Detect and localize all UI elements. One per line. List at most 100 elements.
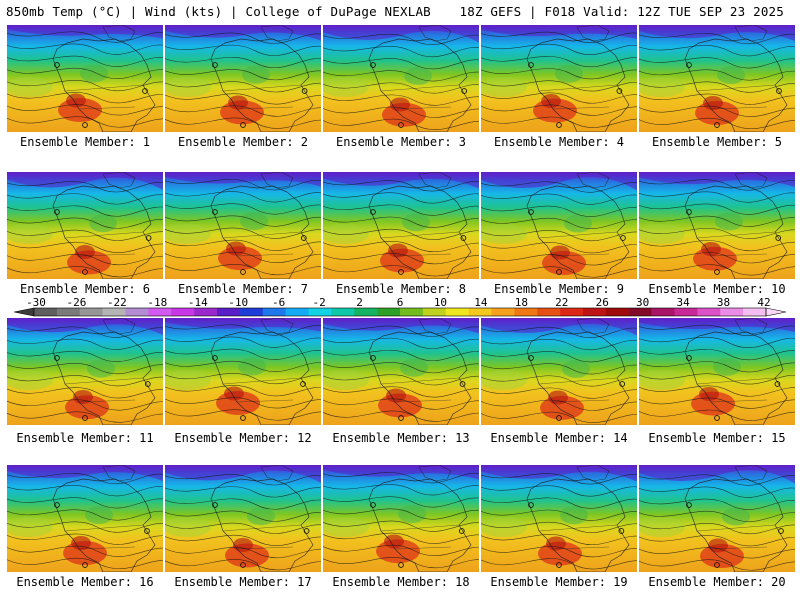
colorbar-tick-label: 38 <box>717 296 730 309</box>
temperature-map <box>7 465 163 572</box>
ensemble-panel <box>639 465 795 572</box>
colorbar-swatch <box>377 308 401 316</box>
colorbar-tick-label: 10 <box>434 296 447 309</box>
ensemble-panel <box>7 25 163 132</box>
colorbar-tick-label: 22 <box>555 296 568 309</box>
ensemble-member-label: Ensemble Member: 5 <box>651 135 783 149</box>
ensemble-member-label: Ensemble Member: 16 <box>16 575 154 589</box>
colorbar-swatch <box>217 308 241 316</box>
ensemble-panel <box>639 318 795 425</box>
temperature-colorbar: -30 -26 -22 -18 -14 -10 -6 -2 2 6 10 14 18 22 26 30 34 38… <box>13 296 787 317</box>
ensemble-member-label: Ensemble Member: 3 <box>335 135 467 149</box>
colorbar-swatch <box>56 308 81 316</box>
colorbar-swatch <box>514 308 538 316</box>
ensemble-panel <box>481 25 637 132</box>
colorbar-tick-label: 14 <box>474 296 488 309</box>
ensemble-member-label: Ensemble Member: 10 <box>648 282 786 296</box>
ensemble-member-label: Ensemble Member: 8 <box>335 282 467 296</box>
colorbar-swatch <box>102 308 126 316</box>
ensemble-member-label: Ensemble Member: 11 <box>16 431 154 445</box>
ensemble-panel <box>639 172 795 279</box>
temperature-map <box>323 318 479 425</box>
colorbar-tick-label: 6 <box>397 296 404 309</box>
colorbar-swatch <box>491 308 515 316</box>
colorbar-swatch <box>239 308 264 316</box>
colorbar-tick-label: -22 <box>107 296 127 309</box>
colorbar-swatch <box>285 308 309 316</box>
temperature-map <box>639 465 795 572</box>
colorbar-tick-label: -10 <box>228 296 248 309</box>
colorbar-swatch <box>605 308 630 316</box>
colorbar-swatch <box>400 308 424 316</box>
colorbar-swatch <box>743 308 767 316</box>
ensemble-member-label: Ensemble Member: 18 <box>332 575 470 589</box>
temperature-map <box>481 318 637 425</box>
colorbar-min-arrow <box>13 307 35 317</box>
colorbar-swatch <box>34 308 58 316</box>
temperature-map <box>323 25 479 132</box>
ensemble-panel <box>481 465 637 572</box>
colorbar-tick-label: 18 <box>515 296 528 309</box>
ensemble-member-label: Ensemble Member: 19 <box>490 575 628 589</box>
colorbar-swatch <box>651 308 675 316</box>
run-valid-time: 18Z GEFS | F018 Valid: 12Z TUE SEP 23 20… <box>459 4 784 19</box>
ensemble-member-label: Ensemble Member: 20 <box>648 575 786 589</box>
colorbar-swatch <box>674 308 698 316</box>
figure-title: 850mb Temp (°C) | Wind (kts) | College o… <box>6 4 431 19</box>
temperature-map <box>7 318 163 425</box>
temperature-map <box>165 25 321 132</box>
colorbar-swatch <box>79 308 103 316</box>
colorbar-swatch <box>331 308 355 316</box>
colorbar-swatch <box>468 308 492 316</box>
ensemble-panel <box>323 25 479 132</box>
colorbar-swatch <box>125 308 149 316</box>
colorbar-swatch <box>354 308 378 316</box>
colorbar-tick-label: 26 <box>596 296 609 309</box>
ensemble-member-label: Ensemble Member: 14 <box>490 431 628 445</box>
ensemble-panel <box>323 172 479 279</box>
ensemble-panel <box>481 172 637 279</box>
colorbar-swatch <box>194 308 218 316</box>
colorbar-swatch <box>697 308 721 316</box>
temperature-map <box>7 172 163 279</box>
colorbar-swatch <box>148 308 172 316</box>
colorbar-tick-label: -2 <box>312 296 325 309</box>
temperature-map <box>165 465 321 572</box>
colorbar-tick-label: 34 <box>676 296 690 309</box>
ensemble-panel <box>323 318 479 425</box>
ensemble-member-label: Ensemble Member: 6 <box>19 282 151 296</box>
temperature-map <box>323 172 479 279</box>
ensemble-member-label: Ensemble Member: 7 <box>177 282 309 296</box>
temperature-map <box>165 318 321 425</box>
colorbar-swatch <box>560 308 584 316</box>
colorbar-swatch <box>308 308 332 316</box>
colorbar-swatch <box>262 308 286 316</box>
ensemble-panel <box>7 465 163 572</box>
colorbar-swatch <box>422 308 447 316</box>
ensemble-panel <box>165 172 321 279</box>
colorbar-tick-label: -18 <box>147 296 167 309</box>
ensemble-panel <box>7 172 163 279</box>
temperature-map <box>481 465 637 572</box>
ensemble-member-label: Ensemble Member: 9 <box>493 282 625 296</box>
colorbar-tick-label: 2 <box>356 296 363 309</box>
colorbar-tick-label: 42 <box>757 296 770 309</box>
ensemble-member-label: Ensemble Member: 15 <box>648 431 786 445</box>
ensemble-panel <box>165 318 321 425</box>
temperature-map <box>165 172 321 279</box>
colorbar-swatch <box>628 308 652 316</box>
ensemble-member-label: Ensemble Member: 13 <box>332 431 470 445</box>
ensemble-panel <box>323 465 479 572</box>
ensemble-member-label: Ensemble Member: 17 <box>174 575 312 589</box>
ensemble-member-label: Ensemble Member: 4 <box>493 135 625 149</box>
colorbar-tick-label: 30 <box>636 296 649 309</box>
temperature-map <box>481 25 637 132</box>
temperature-map <box>481 172 637 279</box>
temperature-map <box>323 465 479 572</box>
colorbar-tick-label: -14 <box>188 296 208 309</box>
temperature-map <box>639 25 795 132</box>
ensemble-member-label: Ensemble Member: 1 <box>19 135 151 149</box>
temperature-map <box>639 318 795 425</box>
colorbar-max-arrow <box>765 307 787 317</box>
ensemble-member-label: Ensemble Member: 2 <box>177 135 309 149</box>
